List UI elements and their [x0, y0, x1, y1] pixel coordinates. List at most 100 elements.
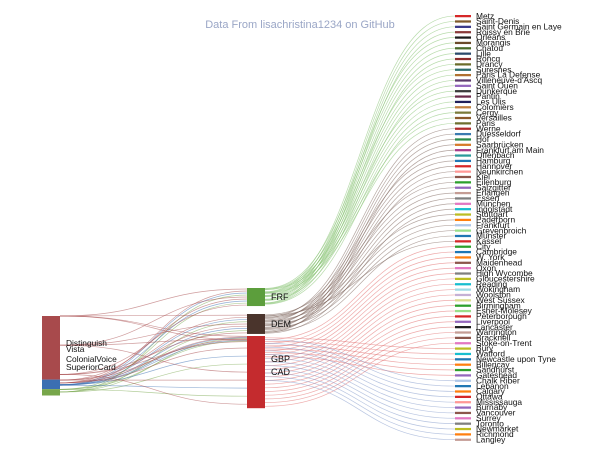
currency-label-dem: DEM [271, 319, 291, 329]
city-label-61: Stoke-on-Trent [476, 338, 532, 348]
city-link-69 [264, 343, 456, 387]
currency-label-gbp: GBP [271, 354, 290, 364]
city-link-49 [264, 278, 456, 363]
city-label-58: Lancaster [476, 322, 513, 332]
city-link-15 [264, 96, 456, 294]
city-label-70: Calgary [476, 386, 506, 396]
city-node-45 [455, 256, 471, 259]
city-link-11 [264, 74, 456, 297]
city-node-12 [455, 79, 471, 82]
city-label-33: Erlangen [476, 188, 510, 198]
city-label-8: Roncq [476, 54, 501, 64]
city-link-68 [264, 339, 456, 382]
city-label-76: Toronto [476, 418, 504, 428]
source-link-30 [59, 363, 248, 393]
city-label-54: Birmingham [476, 300, 521, 310]
city-node-76 [455, 422, 471, 425]
city-link-46 [264, 262, 456, 352]
city-node-19 [455, 116, 471, 120]
city-node-56 [455, 315, 471, 318]
city-link-4 [264, 37, 456, 289]
city-node-29 [455, 170, 471, 173]
city-label-14: Dunkerque [476, 86, 517, 96]
city-link-16 [264, 101, 456, 298]
source-link-17 [59, 332, 248, 375]
source-link-1 [59, 290, 248, 384]
city-label-24: Saarbrücken [476, 139, 524, 149]
city-label-5: Morangis [476, 38, 510, 48]
city-label-48: High Wycombe [476, 268, 533, 278]
city-node-54 [455, 304, 471, 307]
city-node-21 [455, 127, 471, 130]
city-label-46: Maidenhead [476, 257, 522, 267]
city-link-70 [264, 346, 456, 392]
city-node-72 [455, 401, 471, 404]
city-node-46 [455, 261, 471, 264]
source-link-11 [59, 319, 248, 386]
city-label-34: Essen [476, 193, 500, 203]
currency-node-cad [247, 336, 265, 409]
city-node-22 [455, 132, 471, 136]
source-link-33 [59, 384, 248, 389]
city-node-9 [455, 63, 471, 66]
city-label-66: Sandhurst [476, 365, 515, 375]
source-node-0 [42, 316, 60, 380]
source-link-34 [59, 389, 248, 397]
city-node-66 [455, 368, 471, 372]
city-node-2 [455, 25, 471, 28]
source-link-26 [59, 341, 248, 375]
source-link-23 [59, 339, 248, 381]
city-node-28 [455, 165, 471, 168]
city-node-26 [455, 154, 471, 157]
source-link-27 [59, 315, 248, 341]
city-label-43: City [476, 241, 491, 251]
city-label-56: Peterborough [476, 311, 527, 321]
city-node-42 [455, 240, 471, 243]
city-label-10: Suresnes [476, 64, 511, 74]
city-label-37: Stuttgart [476, 209, 508, 219]
city-label-68: Chalk Riber [476, 375, 520, 385]
city-label-65: Billericay [476, 359, 510, 369]
city-link-61 [264, 342, 456, 407]
city-link-63 [264, 341, 456, 355]
city-node-61 [455, 342, 471, 345]
city-label-25: Frankfurt am Main [476, 145, 544, 155]
currency-node-dem [247, 314, 265, 334]
city-label-55: Esher-Molesey [476, 306, 533, 316]
city-node-77 [455, 427, 471, 431]
city-label-64: Newcastle upon Tyne [476, 354, 556, 364]
city-label-67: Gateshead [476, 370, 517, 380]
city-label-22: Duesseldorf [476, 129, 521, 139]
city-label-53: West Sussex [476, 295, 526, 305]
city-node-18 [455, 111, 471, 114]
city-node-1 [455, 20, 471, 23]
city-link-76 [264, 368, 456, 424]
city-label-77: Newmarket [476, 424, 519, 434]
city-link-66 [264, 352, 456, 371]
city-label-63: Watford [476, 349, 505, 359]
city-label-29: Neunkirchen [476, 166, 523, 176]
city-node-35 [455, 202, 471, 205]
city-node-8 [455, 57, 471, 61]
source-link-29 [59, 355, 248, 386]
city-node-64 [455, 358, 471, 361]
city-node-43 [455, 245, 471, 248]
source-link-28 [59, 347, 248, 384]
city-node-59 [455, 331, 471, 334]
city-link-38 [264, 219, 456, 322]
city-link-31 [264, 181, 456, 316]
city-link-53 [264, 299, 456, 378]
city-node-73 [455, 406, 471, 409]
city-node-17 [455, 106, 471, 109]
city-label-50: Reading [476, 279, 508, 289]
city-label-60: Bracknell [476, 333, 511, 343]
city-node-68 [455, 379, 471, 382]
city-label-16: Les Ulis [476, 97, 506, 107]
city-label-52: Woolston [476, 290, 511, 300]
city-label-44: Cambridge [476, 247, 517, 257]
city-label-7: Lille [476, 48, 491, 58]
city-link-45 [264, 257, 456, 348]
city-link-19 [264, 117, 456, 291]
city-label-2: Saint Germain en Laye [476, 21, 562, 31]
